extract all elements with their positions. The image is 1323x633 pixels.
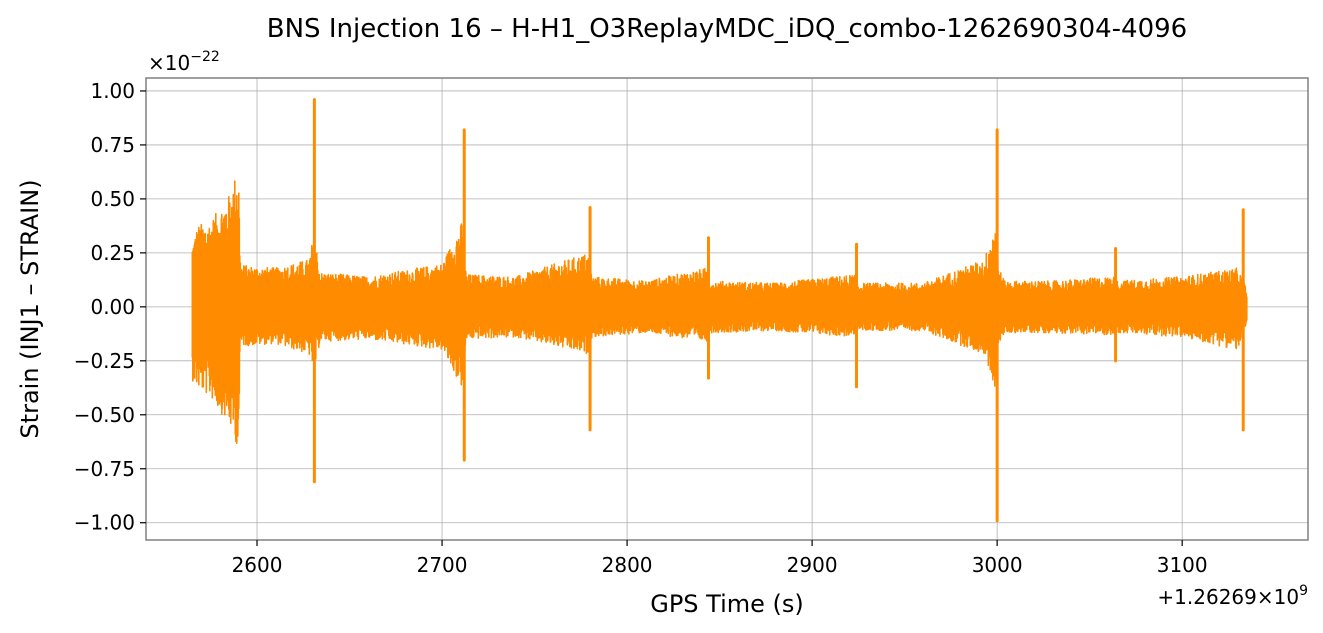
y-tick-label: 1.00 (90, 79, 135, 103)
axis-ticks: 2600 2700 2800 2900 3000 3100 1.00 0.75 0.50 0.25… (74, 79, 1208, 577)
y-tick-label: 0.75 (90, 133, 135, 157)
series-line (191, 180, 1248, 444)
y-tick-label: 0.50 (90, 187, 135, 211)
x-offset-exponent: 9 (1299, 583, 1308, 599)
y-axis-label: Strain (INJ1 – STRAIN) (16, 179, 44, 438)
y-tick-label: 0.00 (90, 295, 135, 319)
plot-frame (145, 77, 1309, 541)
y-scale-label: ×10−22 (148, 49, 220, 75)
x-offset-label: +1.26269×109 (1157, 583, 1308, 609)
x-axis-label: GPS Time (s) (650, 590, 804, 618)
x-tick-label: 3100 (1157, 553, 1208, 577)
y-tick-label: −0.75 (74, 457, 135, 481)
x-tick-label: 2700 (417, 553, 468, 577)
y-tick-label: −0.50 (74, 403, 135, 427)
x-tick-label: 2800 (602, 553, 653, 577)
x-tick-label: 2900 (787, 553, 838, 577)
x-tick-label: 2600 (232, 553, 283, 577)
chart-title: BNS Injection 16 – H-H1_O3ReplayMDC_iDQ_… (267, 14, 1187, 44)
y-tick-label: −1.00 (74, 511, 135, 535)
plot-area (191, 98, 1248, 523)
y-tick-label: −0.25 (74, 349, 135, 373)
x-tick-label: 3000 (972, 553, 1023, 577)
y-tick-label: 0.25 (90, 241, 135, 265)
y-scale-exponent: −22 (190, 49, 220, 65)
